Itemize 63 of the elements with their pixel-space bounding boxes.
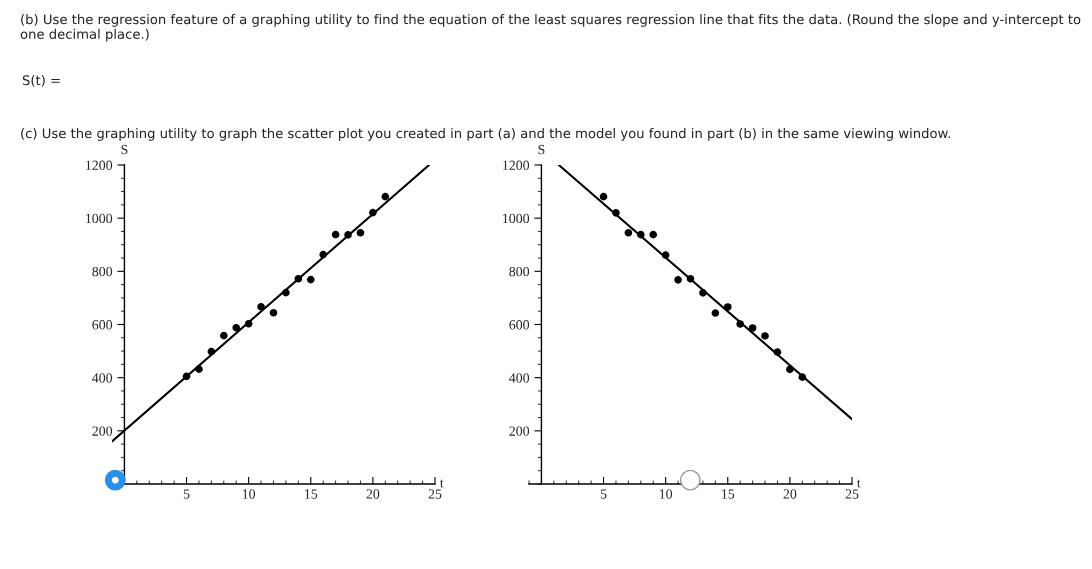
y-tick-label: 1000: [86, 213, 113, 224]
point: [649, 230, 658, 239]
x-tick-label: 5: [183, 489, 190, 499]
point: [637, 230, 645, 239]
x-tick-label: 25: [845, 489, 859, 499]
point: [195, 365, 203, 373]
point: [699, 289, 707, 297]
y-tick-label: 800: [509, 266, 530, 277]
x-tick-label: 5: [600, 489, 607, 499]
x-tick-label: 20: [783, 489, 797, 499]
point: [356, 228, 365, 237]
point: [723, 303, 732, 311]
point: [269, 309, 278, 317]
point: [257, 302, 265, 311]
x-tick-label: 25: [428, 489, 442, 499]
point: [306, 275, 315, 284]
point: [207, 347, 216, 356]
point: [773, 348, 782, 356]
y-tick-label: 200: [92, 426, 113, 436]
x-axis-title: t: [856, 479, 861, 488]
point: [369, 208, 377, 217]
y-tick-label: 600: [92, 320, 113, 330]
point: [674, 276, 682, 284]
point: [761, 332, 769, 340]
x-tick-label: 10: [242, 489, 256, 499]
point: [244, 319, 253, 328]
y-tick-label: 200: [509, 426, 530, 436]
point: [624, 228, 633, 237]
y-axis-title: S: [121, 144, 128, 155]
text: (b) Use the regression feature of a graphing utility to find the equation of the least squares regression line that fits the data. (Round the slope and y-intercept to one decimal place.): [20, 14, 1081, 42]
x-tick-label: 15: [722, 489, 735, 499]
y-tick-label: 400: [92, 373, 113, 383]
x-tick-label: 15: [305, 489, 318, 499]
point: [748, 324, 757, 332]
point: [686, 274, 695, 283]
point: [344, 231, 352, 239]
x-axis-title: t: [439, 479, 444, 488]
point: [798, 373, 807, 381]
point: [331, 230, 340, 239]
point: [182, 372, 191, 381]
point: [612, 209, 620, 217]
x-tick-label: 20: [366, 489, 380, 499]
x-tick-label: 10: [659, 489, 673, 499]
point: [294, 274, 303, 283]
y-axis-title: S: [538, 144, 545, 155]
point: [736, 320, 744, 328]
y-tick-label: 600: [509, 320, 530, 330]
point: [319, 250, 327, 259]
point: [711, 309, 720, 317]
text: (c) Use the graphing utility to graph the scatter plot you created in part (a) and the model you found in part (b) in the same viewing window.: [21, 128, 950, 141]
y-tick-label: 400: [509, 373, 530, 383]
point: [599, 192, 608, 201]
point: [282, 288, 290, 297]
y-tick-label: 1200: [503, 160, 530, 170]
text: S(t) =: [22, 75, 60, 87]
point: [786, 365, 794, 374]
point: [220, 331, 228, 340]
point: [232, 323, 241, 332]
y-tick-label: 1200: [86, 160, 113, 170]
point: [661, 251, 670, 259]
point: [381, 192, 390, 201]
y-tick-label: 800: [92, 266, 113, 277]
y-tick-label: 1000: [503, 213, 530, 224]
